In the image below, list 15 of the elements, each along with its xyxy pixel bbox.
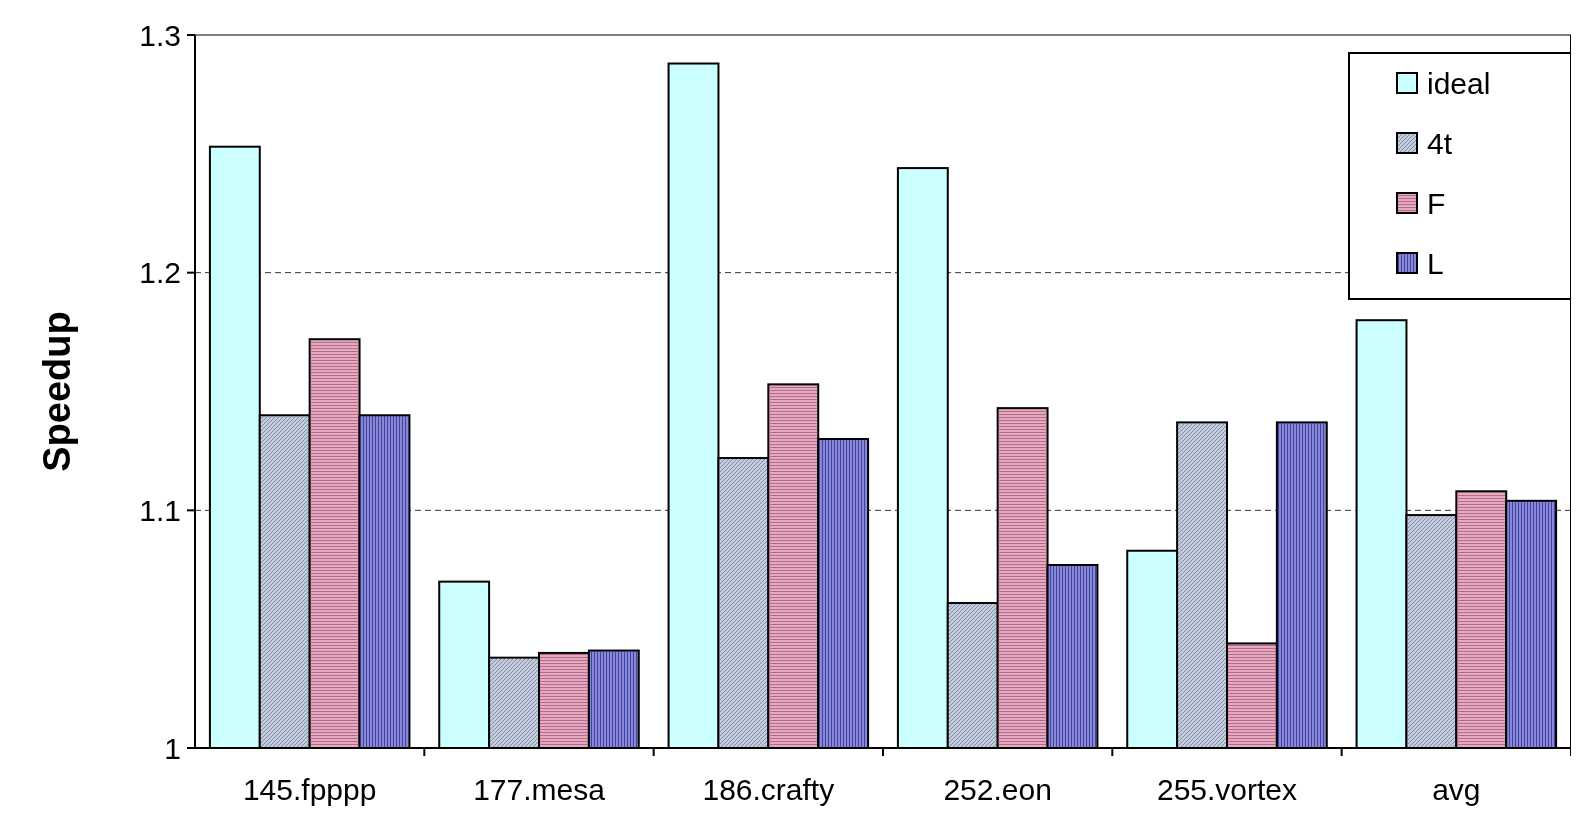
x-tick-label: 145.fpppp (242, 773, 377, 806)
legend-label: L (1427, 246, 1444, 280)
x-tick-label: 252.eon (943, 773, 1052, 806)
legend-label: ideal (1427, 66, 1491, 100)
legend-label: 4t (1427, 126, 1453, 160)
y-axis-title: Speedup (36, 311, 78, 472)
x-tick-label: 255.vortex (1156, 773, 1298, 806)
x-tick-label: 186.crafty (702, 773, 835, 806)
legend-label: F (1427, 186, 1446, 220)
y-tick-label: 1.2 (139, 256, 181, 290)
y-tick-label: 1 (164, 731, 181, 765)
y-tick-label: 1.3 (139, 18, 181, 52)
x-tick-label: avg (1432, 773, 1481, 806)
y-tick-label: 1.1 (139, 493, 181, 527)
x-tick-label: 177.mesa (473, 773, 606, 806)
